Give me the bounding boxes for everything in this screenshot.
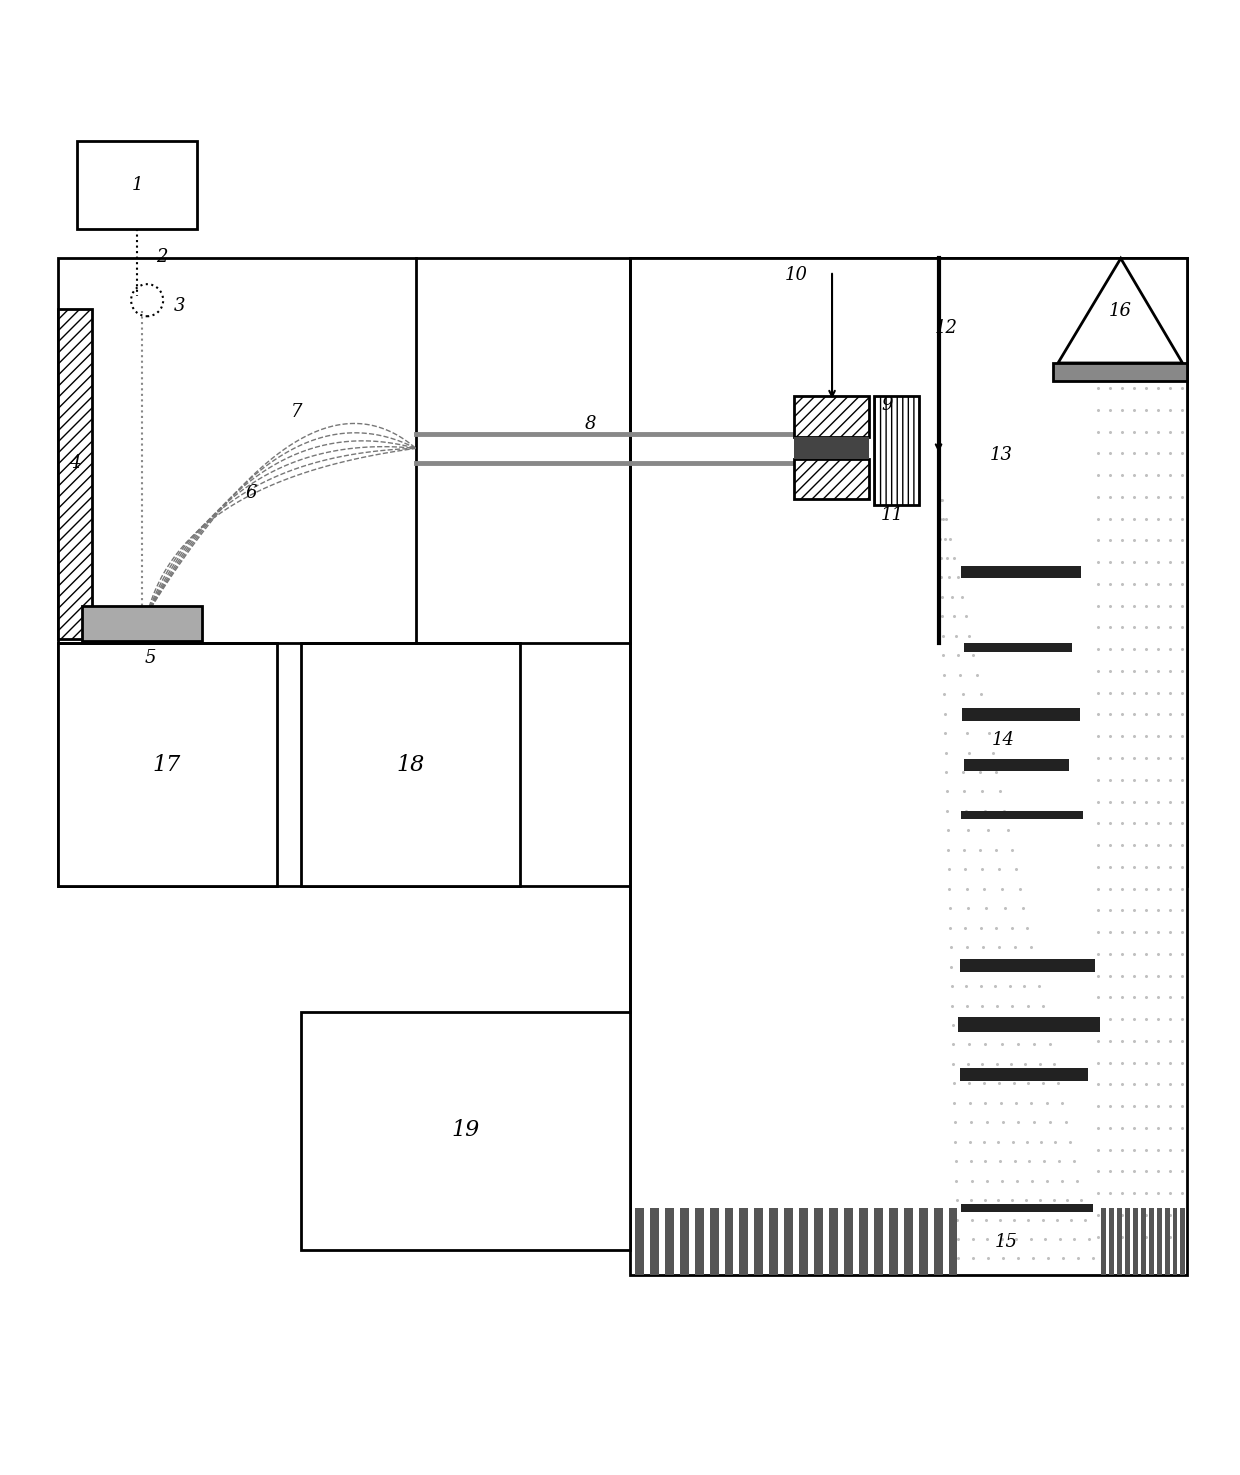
Bar — [794, 437, 869, 459]
Text: 2: 2 — [156, 248, 167, 266]
Text: 1: 1 — [131, 176, 143, 193]
Bar — [1125, 1208, 1130, 1276]
Bar — [1132, 1208, 1137, 1276]
Bar — [800, 1208, 808, 1276]
Bar — [965, 758, 1069, 770]
Bar — [784, 1208, 794, 1276]
Text: 10: 10 — [785, 266, 807, 285]
Bar — [1148, 1208, 1153, 1276]
Bar — [630, 258, 1188, 1276]
Bar — [961, 566, 1081, 578]
Bar — [830, 1208, 838, 1276]
Text: 4: 4 — [68, 454, 81, 472]
Text: 8: 8 — [584, 414, 596, 434]
Bar — [1180, 1208, 1185, 1276]
Bar — [57, 643, 277, 886]
Text: 3: 3 — [175, 296, 186, 316]
Bar — [1157, 1208, 1162, 1276]
Bar — [859, 1208, 868, 1276]
Bar — [1117, 1208, 1122, 1276]
Text: 14: 14 — [992, 730, 1014, 749]
Bar — [301, 1012, 630, 1251]
Bar — [1053, 363, 1188, 382]
Bar — [680, 1208, 688, 1276]
Bar — [1101, 1208, 1106, 1276]
Bar — [1141, 1208, 1146, 1276]
Bar — [635, 1208, 644, 1276]
Bar — [961, 811, 1083, 819]
Text: 19: 19 — [451, 1120, 480, 1142]
Bar — [874, 397, 919, 506]
Text: 18: 18 — [397, 754, 425, 776]
Text: 13: 13 — [990, 445, 1013, 465]
Bar — [650, 1208, 658, 1276]
Bar — [794, 459, 869, 500]
Bar — [769, 1208, 779, 1276]
Bar — [874, 1208, 883, 1276]
Bar — [1164, 1208, 1169, 1276]
Bar — [904, 1208, 913, 1276]
Text: 15: 15 — [994, 1233, 1018, 1251]
Text: 17: 17 — [153, 754, 181, 776]
Bar — [844, 1208, 853, 1276]
Text: 12: 12 — [935, 319, 959, 336]
Bar — [301, 643, 521, 886]
Text: 5: 5 — [144, 649, 156, 667]
Bar — [949, 1208, 957, 1276]
Bar — [739, 1208, 749, 1276]
Bar — [961, 1068, 1087, 1081]
Bar — [82, 606, 202, 640]
Text: 16: 16 — [1109, 302, 1131, 320]
Bar — [962, 708, 1080, 721]
Bar — [694, 1208, 703, 1276]
Text: 11: 11 — [880, 506, 903, 524]
Text: 9: 9 — [882, 395, 893, 414]
Bar — [934, 1208, 942, 1276]
Bar — [961, 959, 1095, 972]
Bar — [889, 1208, 898, 1276]
Bar — [57, 308, 92, 639]
Bar — [77, 142, 197, 229]
Bar — [1173, 1208, 1178, 1276]
Bar — [1109, 1208, 1114, 1276]
Bar — [794, 397, 869, 437]
Bar — [961, 1204, 1092, 1212]
Bar — [919, 1208, 928, 1276]
Bar — [709, 1208, 718, 1276]
Bar — [57, 258, 1188, 886]
Polygon shape — [1058, 258, 1183, 363]
Bar — [965, 643, 1071, 652]
Bar — [959, 1016, 1100, 1031]
Text: 7: 7 — [290, 403, 303, 420]
Bar — [724, 1208, 734, 1276]
Bar — [815, 1208, 823, 1276]
Bar — [665, 1208, 673, 1276]
Text: 6: 6 — [246, 484, 258, 502]
Bar — [754, 1208, 764, 1276]
